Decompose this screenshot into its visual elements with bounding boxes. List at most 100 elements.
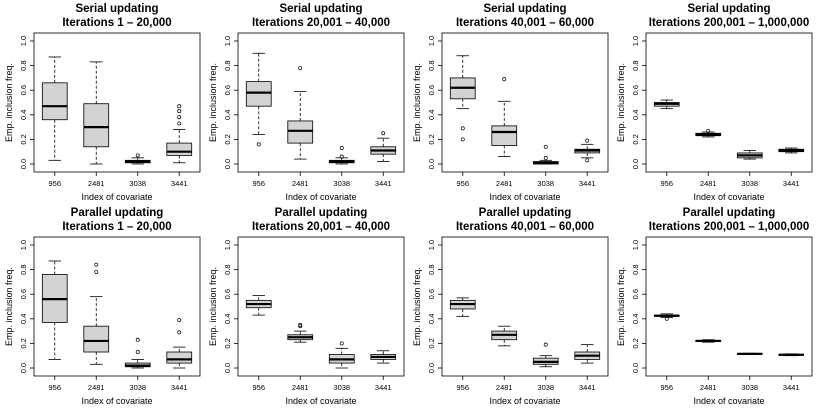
panel-5: Parallel updating Iterations 1 – 20,000 0.… bbox=[4, 207, 201, 406]
y-tick-label: 0.0 bbox=[19, 363, 28, 373]
x-tick-label: 956 bbox=[48, 383, 61, 392]
y-axis-label: Emp. inclusion freq. bbox=[208, 63, 218, 142]
x-tick-label: 3038 bbox=[537, 383, 554, 392]
plot-frame bbox=[237, 32, 405, 173]
box-2481 bbox=[287, 66, 314, 160]
box-3441 bbox=[574, 138, 601, 163]
x-axis-label: Index of covariate bbox=[489, 192, 560, 202]
y-tick-label: 0.0 bbox=[631, 159, 640, 169]
panel-1: Serial updating Iterations 1 – 20,000 0.0 0… bbox=[4, 3, 201, 202]
box-iqr bbox=[287, 120, 314, 144]
y-tick-label: 0.4 bbox=[427, 110, 436, 120]
outlier-point bbox=[339, 154, 344, 159]
outlier-point bbox=[177, 115, 182, 120]
x-tick-label: 3441 bbox=[783, 179, 800, 188]
box-3441 bbox=[166, 104, 193, 164]
x-tick-label: 2481 bbox=[292, 179, 309, 188]
x-axis-label: Index of covariate bbox=[81, 192, 152, 202]
y-tick-label: 0.4 bbox=[223, 110, 232, 120]
y-tick-label: 0.6 bbox=[223, 289, 232, 299]
outlier-point bbox=[339, 341, 344, 346]
box-3038 bbox=[328, 146, 355, 165]
panel-8: Parallel updating Iterations 200,001 – 1,… bbox=[616, 207, 813, 406]
panel-title-line2: Iterations 1 – 20,000 bbox=[62, 221, 171, 233]
panel-7: Parallel updating Iterations 40,001 – 60,… bbox=[412, 207, 609, 406]
box-3038 bbox=[328, 341, 355, 369]
x-tick-label: 956 bbox=[456, 383, 469, 392]
panel-title-line1: Parallel updating bbox=[479, 207, 572, 219]
x-tick-label: 3038 bbox=[333, 383, 350, 392]
y-tick-label: 0.8 bbox=[19, 60, 28, 70]
y-tick-label: 0.8 bbox=[631, 60, 640, 70]
box-2481 bbox=[491, 325, 518, 347]
x-tick-label: 956 bbox=[48, 179, 61, 188]
outlier-point bbox=[381, 131, 386, 136]
outlier-point bbox=[460, 126, 465, 131]
box-956 bbox=[449, 297, 476, 317]
plot-frame bbox=[645, 32, 813, 173]
y-tick-label: 0.2 bbox=[427, 338, 436, 348]
y-tick-label: 1.0 bbox=[223, 240, 232, 250]
y-tick-label: 0.0 bbox=[427, 159, 436, 169]
outlier-point bbox=[177, 109, 182, 114]
panel-4: Serial updating Iterations 200,001 – 1,00… bbox=[616, 3, 813, 202]
box-iqr bbox=[83, 103, 110, 148]
panel-title-line1: Serial updating bbox=[483, 3, 566, 15]
panel-title-line2: Iterations 200,001 – 1,000,000 bbox=[649, 17, 809, 29]
y-tick-label: 0.0 bbox=[631, 363, 640, 373]
x-tick-label: 3038 bbox=[741, 179, 758, 188]
x-tick-label: 2481 bbox=[88, 383, 105, 392]
box-956 bbox=[245, 52, 272, 147]
outlier-point bbox=[339, 146, 344, 150]
x-tick-label: 2481 bbox=[496, 383, 513, 392]
y-tick-label: 0.8 bbox=[427, 60, 436, 70]
panel-title-line1: Serial updating bbox=[75, 3, 158, 15]
x-tick-label: 3038 bbox=[129, 179, 146, 188]
x-tick-label: 3441 bbox=[171, 179, 188, 188]
y-axis-label: Emp. inclusion freq. bbox=[412, 63, 422, 142]
y-tick-label: 0.0 bbox=[223, 363, 232, 373]
y-axis-label: Emp. inclusion freq. bbox=[412, 267, 422, 346]
outlier-point bbox=[135, 153, 140, 158]
plot-frame bbox=[33, 32, 201, 173]
panel-3: Serial updating Iterations 40,001 – 60,00… bbox=[412, 3, 609, 202]
outlier-point bbox=[94, 270, 99, 275]
outlier-point bbox=[135, 337, 140, 342]
panel-title-line1: Serial updating bbox=[279, 3, 362, 15]
y-tick-label: 0.4 bbox=[631, 110, 640, 120]
box-3441 bbox=[370, 350, 397, 364]
y-tick-label: 0.2 bbox=[427, 134, 436, 144]
plot-frame bbox=[441, 32, 609, 173]
panel-title-line2: Iterations 20,001 – 40,000 bbox=[252, 221, 390, 233]
panel-title-line2: Iterations 40,001 – 60,000 bbox=[456, 17, 594, 29]
box-2481 bbox=[695, 339, 722, 343]
box-2481 bbox=[287, 323, 314, 343]
panel-title-line1: Parallel updating bbox=[683, 207, 776, 219]
y-tick-label: 0.6 bbox=[19, 85, 28, 95]
box-3441 bbox=[370, 131, 397, 162]
y-tick-label: 0.6 bbox=[223, 85, 232, 95]
y-tick-label: 0.2 bbox=[19, 134, 28, 144]
panel-title-line1: Serial updating bbox=[687, 3, 770, 15]
y-tick-label: 0.4 bbox=[631, 314, 640, 324]
y-tick-label: 0.2 bbox=[631, 134, 640, 144]
box-2481 bbox=[491, 77, 518, 158]
x-tick-label: 956 bbox=[660, 179, 673, 188]
box-956 bbox=[653, 99, 680, 110]
panel-title-line1: Parallel updating bbox=[71, 207, 164, 219]
y-tick-label: 0.2 bbox=[223, 338, 232, 348]
outlier-point bbox=[543, 155, 548, 160]
y-axis-label: Emp. inclusion freq. bbox=[208, 267, 218, 346]
box-3038 bbox=[532, 342, 559, 368]
y-tick-label: 0.4 bbox=[19, 314, 28, 324]
y-tick-label: 0.8 bbox=[427, 264, 436, 274]
box-3038 bbox=[736, 150, 763, 160]
x-tick-label: 3441 bbox=[375, 383, 392, 392]
box-iqr bbox=[491, 125, 518, 146]
panel-title-line2: Iterations 20,001 – 40,000 bbox=[252, 17, 390, 29]
outlier-point bbox=[94, 262, 99, 267]
panel-title-line2: Iterations 40,001 – 60,000 bbox=[456, 221, 594, 233]
outlier-point bbox=[256, 142, 261, 147]
x-tick-label: 3038 bbox=[741, 383, 758, 392]
plot-frame bbox=[237, 236, 405, 377]
